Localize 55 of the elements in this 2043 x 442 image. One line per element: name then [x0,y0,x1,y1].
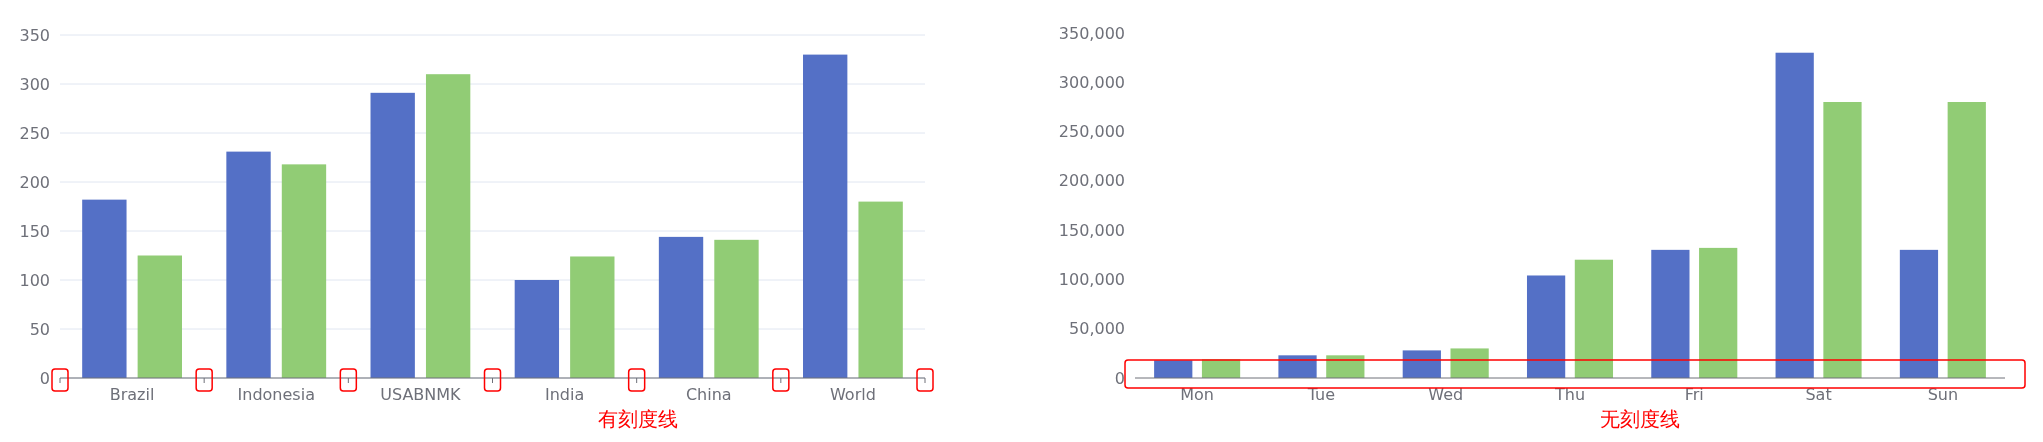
y-tick-label: 250 [19,123,50,143]
text: 有刻度线 [598,407,678,431]
y-tick-label: 150,000 [1058,220,1125,240]
bar [137,255,182,378]
y-tick-label: 300 [19,74,50,94]
y-tick-label: 50,000 [1069,319,1125,339]
x-tick-label: Mon [1180,385,1215,404]
y-tick-label: 200,000 [1058,171,1125,191]
x-tick-label: Fri [1684,385,1704,404]
bar [803,54,848,378]
y-tick-label: 300,000 [1058,72,1125,92]
y-tick-label: 150 [19,221,50,241]
x-tick-label: Brazil [109,385,155,404]
bar [1278,355,1317,378]
x-tick-label: USABNMK [380,385,462,404]
bar [1947,102,1986,378]
x-tick-label: Thu [1553,385,1586,404]
bar [1699,247,1738,378]
x-tick-label: China [685,385,732,404]
text: 无刻度线 [1600,407,1680,431]
x-tick-label: Indonesia [237,385,315,404]
bar [1823,102,1862,378]
bar [570,256,615,378]
bar [226,151,271,378]
y-tick-label: 350,000 [1058,23,1125,43]
bar [1526,275,1566,378]
bar [425,74,471,378]
x-tick-label: India [544,385,585,404]
bar [1775,52,1814,378]
y-tick-label: 350 [19,25,50,45]
bar [514,280,560,378]
x-tick-label: Sun [1927,385,1959,404]
x-tick-label: Wed [1428,385,1464,404]
bar [1154,360,1193,378]
bar [1450,348,1489,378]
y-tick-label: 250,000 [1058,122,1125,142]
bar [714,239,759,378]
bar [858,201,903,378]
bar [281,164,327,378]
y-tick-label: 0 [1114,368,1125,388]
bar [370,92,415,378]
x-tick-label: World [829,385,876,404]
bar [82,199,127,378]
y-tick-label: 100,000 [1058,270,1125,290]
bar [658,236,704,378]
bar [1402,350,1441,378]
bar [1899,249,1939,378]
bar [1651,249,1690,378]
y-tick-label: 200 [19,172,50,192]
y-tick-label: 0 [39,368,50,388]
x-tick-label: Sat [1805,385,1832,404]
x-tick-label: Tue [1306,385,1336,404]
bar [1574,259,1614,378]
y-tick-label: 100 [19,270,50,290]
y-tick-label: 50 [29,319,50,339]
